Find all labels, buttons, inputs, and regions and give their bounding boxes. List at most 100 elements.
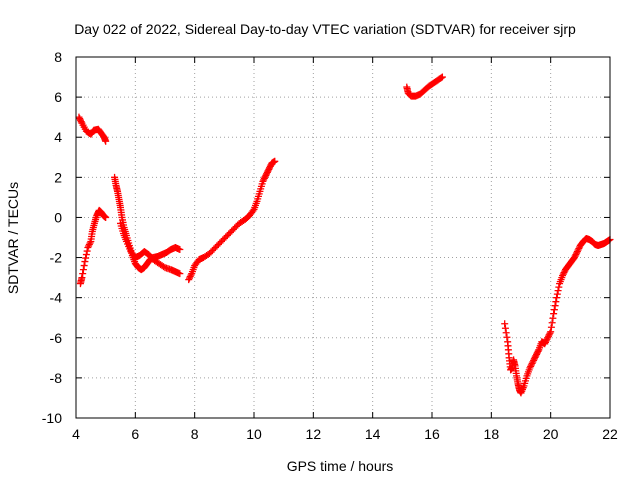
y-tick-label: -4 bbox=[50, 290, 63, 306]
data-point bbox=[560, 269, 568, 277]
data-point bbox=[572, 251, 580, 259]
data-point bbox=[264, 167, 272, 175]
data-point bbox=[78, 274, 86, 282]
data-point bbox=[263, 170, 271, 178]
series-sat-g bbox=[501, 235, 614, 397]
data-point bbox=[533, 350, 541, 358]
chart-title: Day 022 of 2022, Sidereal Day-to-day VTE… bbox=[74, 21, 576, 37]
series-sat-a bbox=[75, 113, 110, 145]
data-point bbox=[265, 165, 273, 173]
x-tick-label: 22 bbox=[602, 426, 618, 442]
series-sat-e bbox=[185, 157, 279, 284]
x-tick-label: 12 bbox=[306, 426, 322, 442]
data-point bbox=[437, 74, 445, 82]
data-point bbox=[529, 358, 537, 366]
data-point bbox=[75, 113, 83, 121]
x-tick-label: 14 bbox=[365, 426, 381, 442]
data-point bbox=[249, 207, 257, 215]
y-tick-label: -10 bbox=[42, 410, 62, 426]
data-point bbox=[102, 213, 110, 221]
data-point bbox=[553, 294, 561, 302]
data-point bbox=[266, 164, 274, 172]
x-tick-label: 10 bbox=[246, 426, 262, 442]
y-axis-label: SDTVAR / TECUs bbox=[5, 182, 21, 294]
data-point bbox=[559, 270, 567, 278]
data-point bbox=[559, 272, 567, 280]
data-point bbox=[553, 290, 561, 298]
data-point bbox=[528, 359, 536, 367]
data-point bbox=[501, 320, 509, 328]
data-point bbox=[573, 249, 581, 257]
data-point bbox=[76, 115, 84, 123]
data-point bbox=[527, 362, 535, 370]
data-point bbox=[84, 244, 92, 252]
data-point bbox=[79, 270, 87, 278]
data-point bbox=[555, 283, 563, 291]
data-point bbox=[530, 355, 538, 363]
data-point bbox=[546, 329, 554, 337]
data-point bbox=[526, 364, 534, 372]
data-point bbox=[83, 247, 91, 255]
data-point bbox=[533, 349, 541, 357]
data-point bbox=[544, 332, 552, 340]
data-point bbox=[541, 340, 549, 348]
y-tick-labels: -10 -8 -6 -4 -2 0 2 4 6 8 bbox=[42, 49, 62, 426]
y-tick-label: 8 bbox=[54, 49, 62, 65]
data-point bbox=[185, 276, 193, 284]
data-point bbox=[259, 177, 267, 185]
data-point bbox=[261, 173, 269, 181]
data-point bbox=[85, 241, 93, 249]
y-tick-label: 4 bbox=[54, 129, 62, 145]
data-point bbox=[438, 73, 446, 81]
data-point bbox=[176, 270, 184, 278]
data-point bbox=[551, 302, 559, 310]
data-point bbox=[554, 287, 562, 295]
x-tick-label: 20 bbox=[543, 426, 559, 442]
data-point bbox=[187, 271, 195, 279]
grid-lines bbox=[76, 57, 610, 418]
series-sat-b bbox=[76, 206, 110, 288]
data-point bbox=[85, 242, 93, 250]
data-point bbox=[571, 252, 579, 260]
data-point bbox=[260, 174, 268, 182]
data-point bbox=[548, 319, 556, 327]
data-point bbox=[575, 245, 583, 253]
series-sat-d bbox=[117, 219, 184, 278]
data-point bbox=[547, 328, 555, 336]
data-point bbox=[80, 262, 88, 270]
data-point bbox=[534, 347, 542, 355]
x-tick-labels: 4 6 8 10 12 14 16 18 20 22 bbox=[72, 426, 618, 442]
data-point bbox=[82, 251, 90, 259]
data-point bbox=[86, 239, 94, 247]
data-point bbox=[262, 171, 270, 179]
data-point bbox=[574, 246, 582, 254]
data-point bbox=[527, 361, 535, 369]
data-points bbox=[75, 73, 614, 397]
data-point bbox=[77, 118, 85, 126]
data-point bbox=[547, 323, 555, 331]
data-point bbox=[79, 266, 87, 274]
data-point bbox=[549, 314, 557, 322]
y-tick-label: 2 bbox=[54, 169, 62, 185]
y-tick-label: 6 bbox=[54, 89, 62, 105]
data-point bbox=[76, 116, 84, 124]
series-sat-f bbox=[403, 73, 446, 100]
x-tick-label: 4 bbox=[72, 426, 80, 442]
data-point bbox=[552, 298, 560, 306]
data-point bbox=[543, 335, 551, 343]
data-point bbox=[542, 337, 550, 345]
data-point bbox=[531, 353, 539, 361]
data-point bbox=[501, 324, 509, 332]
data-point bbox=[185, 274, 193, 282]
data-point bbox=[266, 162, 274, 170]
data-point bbox=[82, 254, 90, 262]
data-point bbox=[176, 246, 184, 254]
data-point bbox=[271, 157, 279, 165]
y-tick-label: -6 bbox=[50, 330, 63, 346]
data-point bbox=[532, 352, 540, 360]
data-point bbox=[260, 176, 268, 184]
data-point bbox=[550, 310, 558, 318]
data-point bbox=[81, 258, 89, 266]
